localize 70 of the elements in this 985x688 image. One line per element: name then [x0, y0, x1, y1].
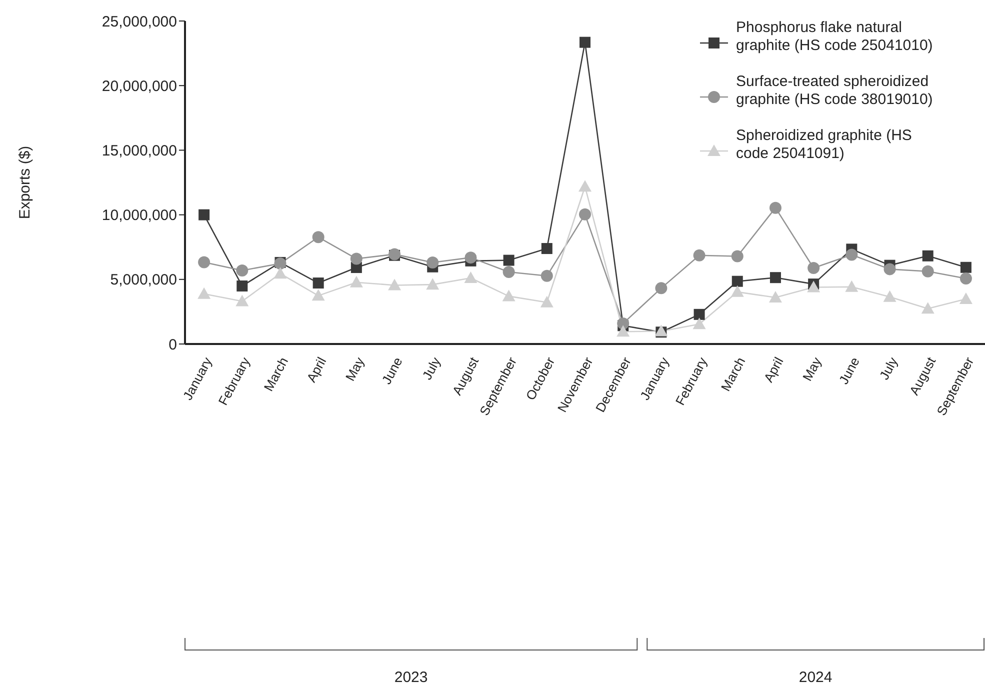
point — [922, 250, 934, 262]
point — [845, 280, 858, 292]
point — [922, 265, 934, 278]
point — [312, 231, 324, 244]
point — [464, 252, 477, 264]
x-tick-label: May — [342, 354, 368, 384]
text: 2024 — [798, 669, 832, 686]
x-tick-label: May — [800, 354, 825, 384]
point — [807, 280, 820, 292]
point — [426, 256, 439, 268]
point — [312, 289, 325, 301]
y-tick-label: 10,000,000 — [102, 207, 177, 224]
legend-label: Surface-treated spheroidized graphite (HS code 38019010) — [736, 73, 934, 109]
point — [769, 202, 782, 214]
legend-label: Spheroidized graphite (HS code 25041091) — [736, 127, 913, 163]
point — [731, 250, 744, 262]
point — [502, 290, 516, 302]
x-tick-label: July — [876, 354, 901, 382]
y-tick-label: 20,000,000 — [102, 78, 177, 95]
x-tick-label: July — [419, 354, 444, 382]
point — [580, 36, 590, 48]
text: 2023 — [394, 669, 428, 686]
point — [960, 272, 972, 284]
x-tick-label: April — [304, 354, 330, 385]
y-tick-label: 5,000,000 — [110, 272, 177, 289]
point — [616, 325, 630, 337]
point — [350, 252, 362, 265]
point — [770, 272, 781, 284]
point — [808, 262, 820, 274]
point — [198, 256, 210, 268]
point — [426, 278, 440, 290]
point — [884, 263, 896, 276]
point — [578, 180, 592, 192]
point — [502, 266, 515, 278]
y-axis-title: Exports ($) — [16, 146, 34, 220]
point — [883, 290, 896, 302]
point — [732, 276, 743, 287]
point — [694, 308, 705, 320]
point — [959, 292, 972, 304]
point — [350, 276, 363, 288]
point — [236, 294, 249, 306]
point — [236, 280, 248, 292]
point — [312, 278, 324, 289]
point — [693, 249, 706, 262]
point — [236, 264, 248, 276]
point — [579, 208, 591, 220]
x-tick-label: June — [836, 354, 862, 387]
y-tick-label: 15,000,000 — [102, 142, 177, 160]
point — [730, 285, 744, 297]
point — [655, 282, 668, 294]
point — [768, 290, 782, 302]
point — [846, 248, 858, 261]
point — [198, 287, 211, 299]
point — [540, 296, 554, 308]
point — [692, 318, 706, 330]
point — [274, 267, 287, 279]
x-tick-label: June — [378, 354, 406, 387]
point — [541, 243, 552, 254]
point — [617, 317, 630, 330]
point — [503, 254, 514, 266]
point — [960, 262, 972, 273]
point — [540, 270, 553, 282]
point — [464, 271, 478, 283]
y-tick-label: 25,000,000 — [102, 13, 177, 30]
x-tick-label: April — [760, 354, 786, 385]
y-tick-label: 0 — [168, 336, 177, 354]
legend-label: Phosphorus flake natural graphite (HS code 25041010) — [736, 19, 934, 55]
point — [388, 278, 402, 290]
point — [921, 302, 934, 314]
point — [198, 209, 210, 220]
